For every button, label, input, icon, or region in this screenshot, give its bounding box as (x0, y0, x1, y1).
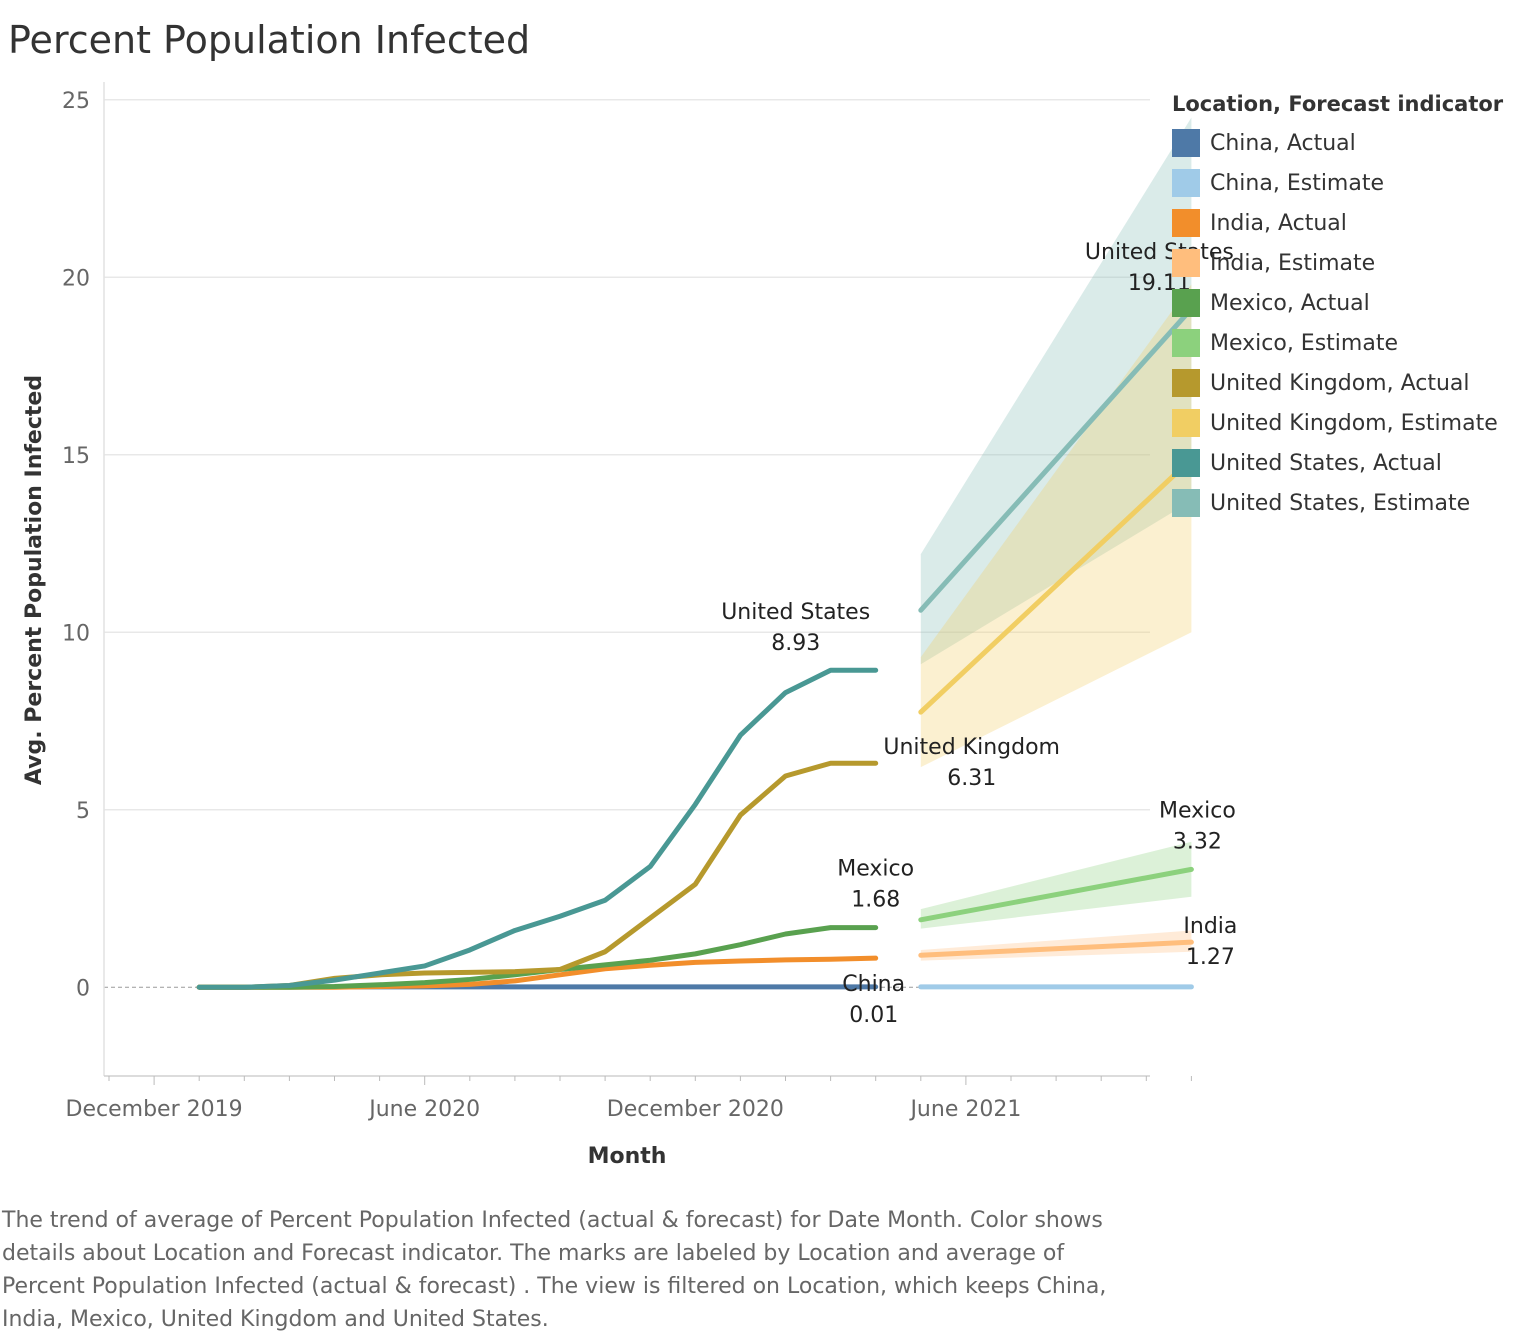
legend-item[interactable]: United States, Actual (1172, 443, 1503, 483)
forecast-band (920, 117, 1192, 665)
legend-label: India, Estimate (1210, 250, 1376, 276)
legend-item[interactable]: China, Actual (1172, 123, 1503, 163)
mark-label-location: United Kingdom (883, 735, 1060, 760)
mark-label-location: Mexico (837, 857, 914, 882)
series-line (918, 306, 1194, 613)
x-tick-label: June 2020 (367, 1097, 480, 1122)
mark-label-location: United States (1085, 240, 1234, 265)
mark-label-value: 6.31 (947, 766, 996, 791)
legend-swatch (1172, 449, 1200, 477)
legend-swatch (1172, 369, 1200, 397)
y-tick-label: 5 (76, 799, 90, 824)
legend-label: United Kingdom, Actual (1210, 370, 1470, 396)
legend-item[interactable]: Mexico, Actual (1172, 283, 1503, 323)
y-tick-label: 20 (62, 266, 90, 291)
x-tick-label: June 2021 (908, 1097, 1021, 1122)
legend-label: United States, Actual (1210, 450, 1442, 476)
y-tick-label: 0 (76, 976, 90, 1001)
y-tick-label: 25 (62, 89, 90, 114)
legend-label: Mexico, Estimate (1210, 330, 1398, 356)
legend-swatch (1172, 209, 1200, 237)
mark-label-value: 1.68 (851, 888, 900, 913)
legend-swatch (1172, 329, 1200, 357)
x-tick-label: December 2019 (66, 1097, 243, 1122)
y-tick-label: 10 (62, 621, 90, 646)
legend-label: China, Actual (1210, 130, 1356, 156)
x-tick-label: December 2020 (607, 1097, 784, 1122)
mark-label-location: United States (721, 600, 870, 625)
mark-labels: United States 8.93 United Kingdom 6.31 Mexic… (721, 240, 1237, 1028)
legend-swatch (1172, 409, 1200, 437)
legend-item[interactable]: China, Estimate (1172, 163, 1503, 203)
forecast-band (920, 841, 1192, 929)
legend-label: United Kingdom, Estimate (1210, 410, 1498, 436)
y-axis-title: Avg. Percent Population Infected (22, 375, 47, 785)
mark-label-location: China (842, 972, 905, 997)
legend-swatch (1172, 169, 1200, 197)
series-line (196, 667, 879, 990)
mark-label-value: 1.27 (1186, 945, 1235, 970)
chart-caption: The trend of average of Percent Populati… (2, 1208, 1107, 1332)
legend-label: India, Actual (1210, 210, 1347, 236)
x-axis-title: Month (588, 1144, 667, 1169)
legend-swatch (1172, 289, 1200, 317)
mark-label-location: India (1183, 914, 1237, 939)
legend-title: Location, Forecast indicator (1172, 92, 1504, 116)
legend-items: China, Actual China, Estimate India, Actua… (1172, 123, 1503, 523)
legend-item[interactable]: India, Estimate (1172, 243, 1503, 283)
series-line (918, 866, 1194, 923)
legend-label: United States, Estimate (1210, 490, 1471, 516)
mark-label-value: 8.93 (771, 631, 820, 656)
mark-label-value: 0.01 (849, 1003, 898, 1028)
legend-item[interactable]: United Kingdom, Estimate (1172, 403, 1503, 443)
legend-item[interactable]: United Kingdom, Actual (1172, 363, 1503, 403)
series-line (918, 939, 1194, 958)
legend-item[interactable]: India, Actual (1172, 203, 1503, 243)
y-tick-label: 15 (62, 444, 90, 469)
chart-title: Percent Population Infected (8, 18, 531, 62)
legend-item[interactable]: Mexico, Estimate (1172, 323, 1503, 363)
series-line (918, 456, 1194, 715)
legend-item[interactable]: United States, Estimate (1172, 483, 1503, 523)
legend-label: China, Estimate (1210, 170, 1385, 196)
series-line (196, 760, 879, 990)
series-lines (196, 306, 1194, 990)
legend-swatch (1172, 249, 1200, 277)
mark-label-location: Mexico (1159, 798, 1236, 823)
axes: 0 5 10 15 20 25 December 2019 June 2020 December… (22, 82, 1192, 1169)
mark-label-value: 3.32 (1173, 829, 1222, 854)
legend-label: Mexico, Actual (1210, 290, 1370, 316)
forecast-bands (920, 117, 1192, 988)
legend-swatch (1172, 129, 1200, 157)
legend-swatch (1172, 489, 1200, 517)
legend: Location, Forecast indicator China, Actu… (1172, 92, 1503, 523)
